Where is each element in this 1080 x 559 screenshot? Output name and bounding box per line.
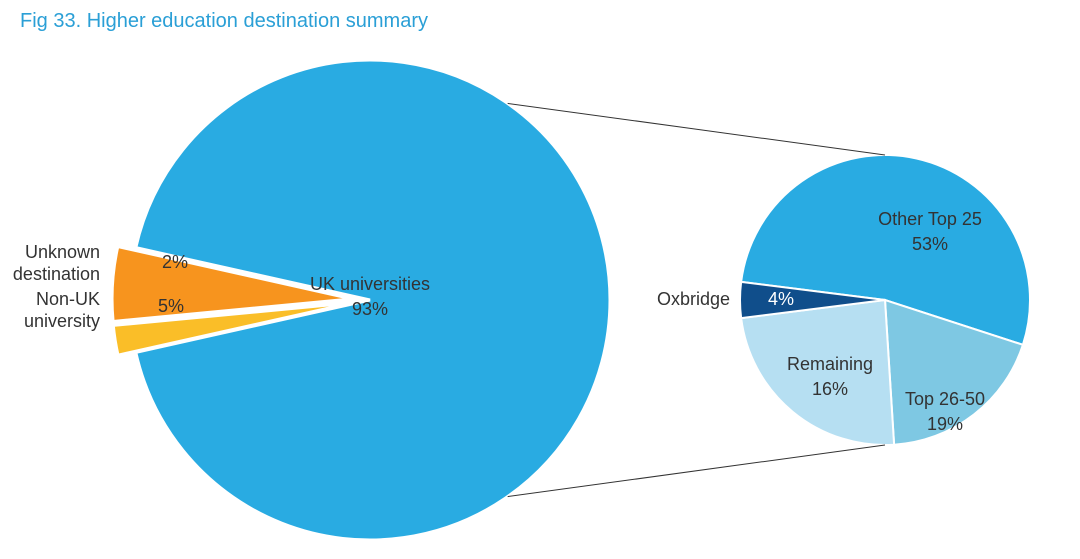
chart-label: Top 26-50 — [905, 389, 985, 409]
chart-label: Oxbridge — [657, 289, 730, 309]
chart-container: Fig 33. Higher education destination sum… — [0, 0, 1080, 554]
chart-label: 4% — [768, 289, 794, 309]
chart-label: 19% — [927, 414, 963, 434]
title-text: Fig 33. Higher education destination sum… — [20, 10, 428, 32]
chart-label: 16% — [812, 379, 848, 399]
chart-label: 93% — [352, 299, 388, 319]
connector-line-bottom — [508, 445, 885, 497]
chart-label: Non-UK — [36, 289, 100, 309]
figure-title: Fig 33. Higher education destination sum… — [20, 10, 428, 33]
chart-label: 5% — [158, 296, 184, 316]
chart-label: university — [24, 311, 100, 331]
chart-label: Unknown — [25, 242, 100, 262]
chart-label: 53% — [912, 234, 948, 254]
chart-svg: UK universities 93% Unknowndestination 2% No… — [0, 0, 1080, 554]
chart-label: destination — [13, 264, 100, 284]
chart-label: Other Top 25 — [878, 209, 982, 229]
chart-label: 2% — [162, 252, 188, 272]
connector-line-top — [508, 103, 885, 155]
chart-label: UK universities — [310, 274, 430, 294]
chart-label: Remaining — [787, 354, 873, 374]
